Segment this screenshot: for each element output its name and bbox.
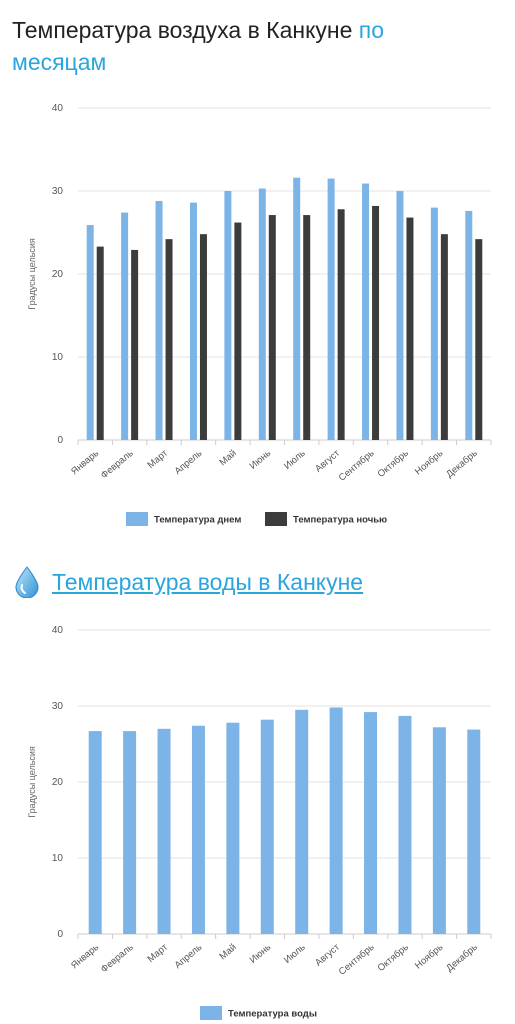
bar[interactable] [224,191,232,440]
x-tick-label: Сентябрь [337,942,377,978]
x-tick-label: Ноябрь [413,942,445,972]
x-tick-label: Февраль [99,942,136,975]
bar[interactable] [475,239,483,440]
title-main: Температура воздуха в Канкуне [12,17,359,43]
x-tick-label: Июль [282,942,308,966]
y-axis-label: Градусы цельсия [27,238,37,310]
bar[interactable] [329,707,343,934]
x-tick-label: Август [313,941,342,968]
bar[interactable] [268,215,276,440]
bar[interactable] [191,725,205,934]
bar[interactable] [189,202,197,440]
bar[interactable] [199,234,207,440]
x-tick-label: Март [145,941,170,964]
y-axis-label: Градусы цельсия [27,746,37,818]
x-tick-label: Ноябрь [413,448,445,478]
bar[interactable] [295,709,309,934]
x-tick-label: Июнь [248,448,274,472]
y-tick-label: 10 [52,352,64,363]
x-tick-label: Январь [69,942,101,971]
bar[interactable] [430,207,438,440]
x-tick-label: Август [313,447,342,474]
bar[interactable] [303,215,311,440]
legend-swatch[interactable] [126,512,148,526]
legend-label[interactable]: Температура днем [154,515,241,526]
bar[interactable] [467,729,481,934]
bar[interactable] [398,715,412,934]
x-tick-label: Декабрь [444,942,479,974]
y-tick-label: 40 [52,103,64,114]
bar[interactable] [165,239,173,440]
bar[interactable] [258,188,266,440]
x-tick-label: Май [217,448,238,468]
bar[interactable] [396,191,404,440]
x-tick-label: Февраль [99,448,136,481]
title-link-po[interactable]: по [358,17,385,43]
legend-swatch[interactable] [200,1006,222,1020]
y-tick-label: 10 [52,853,64,864]
x-tick-label: Октябрь [376,448,411,480]
x-tick-label: Сентябрь [337,448,377,484]
y-tick-label: 40 [52,625,64,636]
bar[interactable] [327,178,335,441]
bar[interactable] [372,205,380,440]
y-tick-label: 0 [57,929,63,940]
x-tick-label: Март [145,447,170,470]
y-tick-label: 0 [57,435,63,446]
y-tick-label: 30 [52,701,64,712]
x-tick-label: Май [217,942,238,962]
bar[interactable] [337,209,345,440]
bar[interactable] [465,210,473,440]
page-title: Температура воздуха в Канкуне по месяцам [12,14,507,78]
bar[interactable] [155,200,163,440]
bar[interactable] [260,719,274,934]
x-tick-label: Июль [282,448,308,472]
water-drop-icon [15,566,39,598]
bar[interactable] [362,183,370,440]
bar[interactable] [88,731,102,934]
bar[interactable] [121,212,129,440]
x-tick-label: Октябрь [376,942,411,974]
bar[interactable] [406,217,414,440]
bar[interactable] [131,249,139,440]
legend-swatch[interactable] [265,512,287,526]
legend-label[interactable]: Температура ночью [293,515,387,526]
water-section-title[interactable]: Температура воды в Канкуне [52,568,364,595]
title-link-mesyatsam[interactable]: месяцам [12,49,107,75]
y-tick-label: 30 [52,186,64,197]
x-tick-label: Апрель [173,942,205,971]
bar[interactable] [226,722,240,934]
bar[interactable] [86,225,94,440]
bar[interactable] [96,246,104,440]
y-tick-label: 20 [52,269,64,280]
x-tick-label: Декабрь [444,448,479,480]
bar[interactable] [123,731,137,934]
bar[interactable] [293,177,301,440]
bar[interactable] [432,727,446,934]
x-tick-label: Апрель [173,448,205,477]
legend-label[interactable]: Температура воды [228,1009,317,1020]
x-tick-label: Январь [69,448,101,477]
y-tick-label: 20 [52,777,64,788]
water-section-header: Температура воды в Канкуне [14,562,363,602]
bar[interactable] [440,234,448,440]
bar[interactable] [157,728,171,934]
bar[interactable] [234,222,242,440]
bar[interactable] [364,712,378,934]
x-tick-label: Июнь [248,942,274,966]
